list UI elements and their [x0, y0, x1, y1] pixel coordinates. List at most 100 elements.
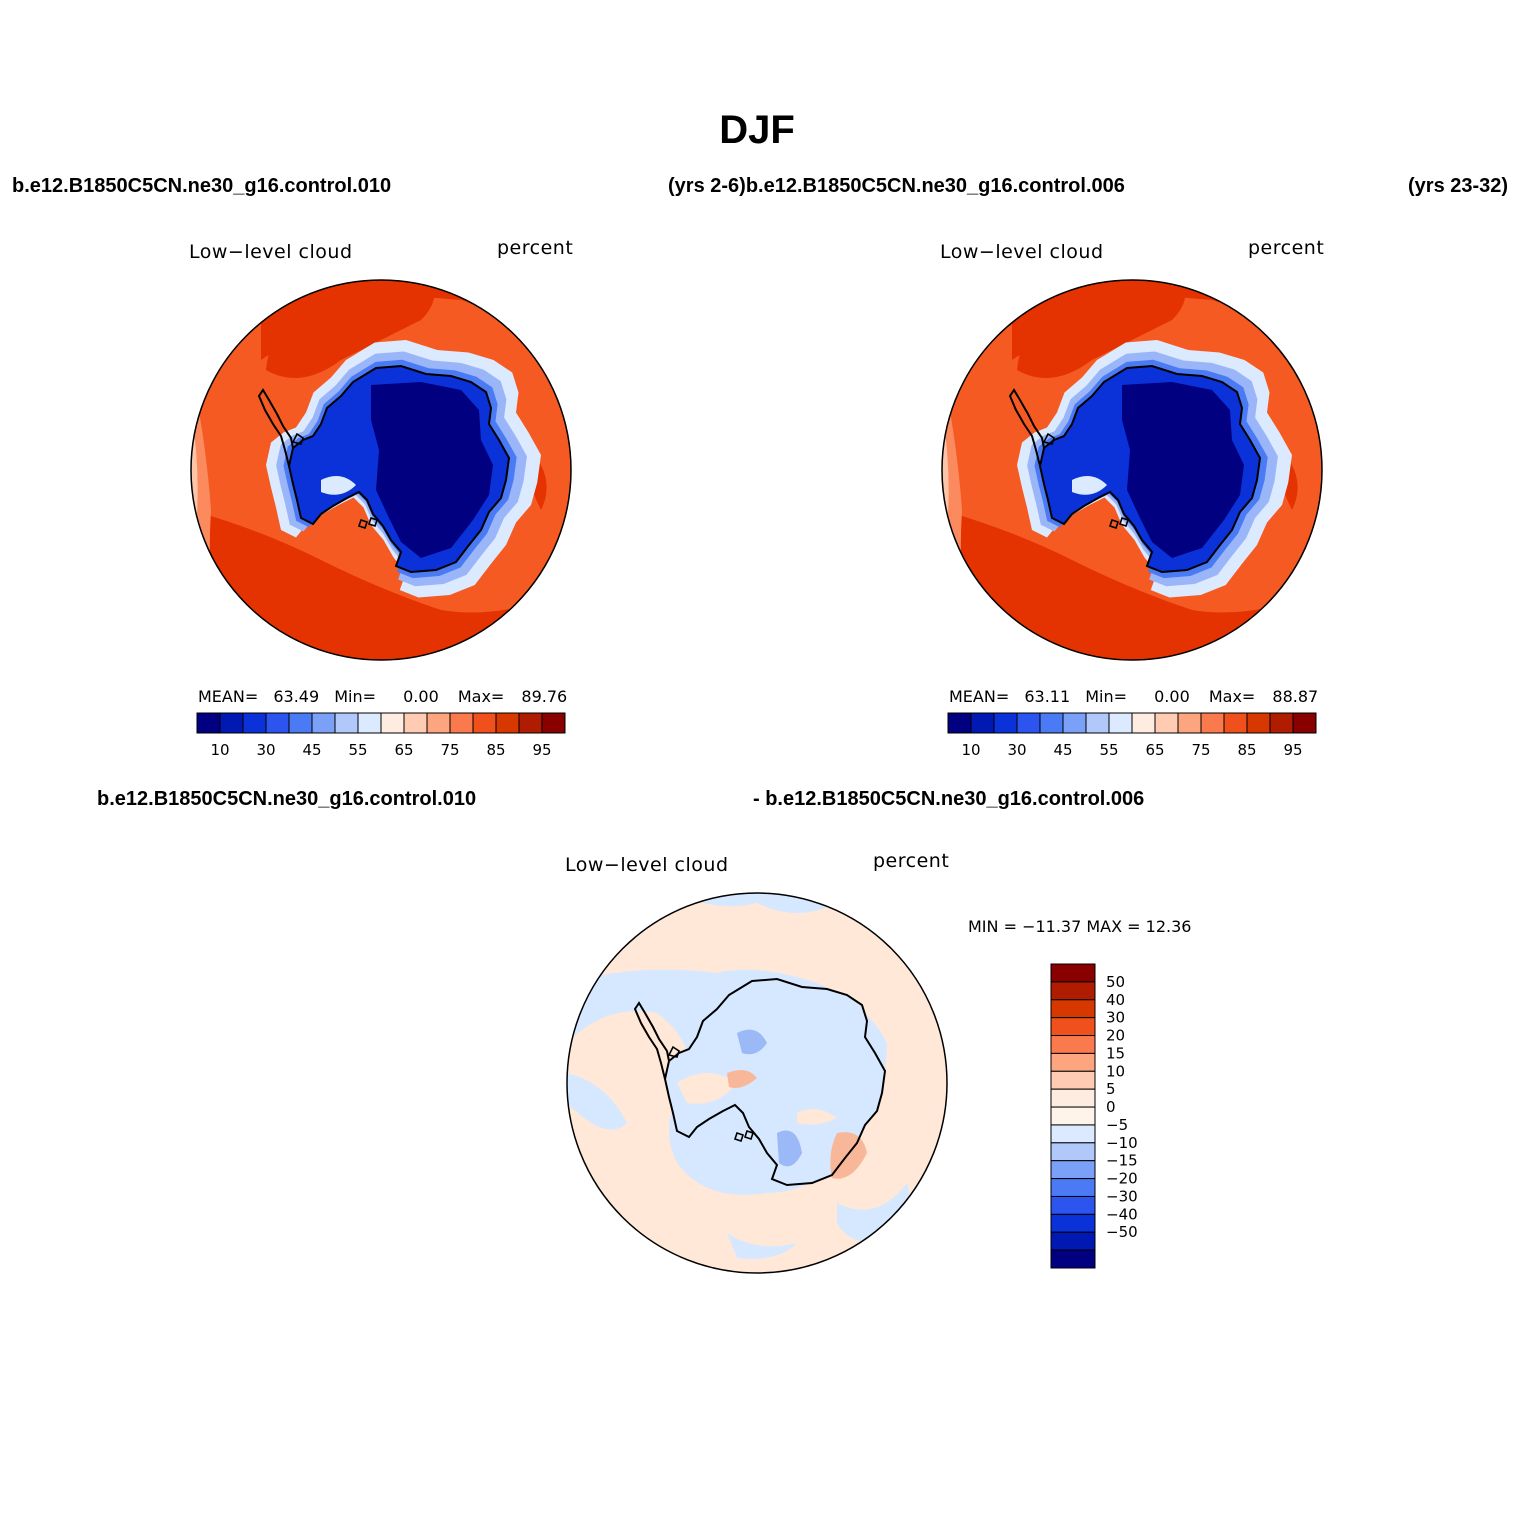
panel1-max-value: 89.76 [521, 687, 568, 706]
positive-strong-patch [727, 1069, 757, 1088]
colorbar-swatch [449, 712, 474, 734]
colorbar-swatch [1200, 712, 1225, 734]
colorbar-swatch [1085, 712, 1110, 734]
colorbar-swatch [311, 712, 336, 734]
colorbar-swatch [1131, 712, 1156, 734]
colorbar-swatch [495, 712, 520, 734]
colorbar-tick-label: −10 [1106, 1134, 1138, 1152]
diff-case-right: - b.e12.B1850C5CN.ne30_g16.control.006 [753, 788, 1145, 810]
colorbar-swatch [1050, 963, 1096, 983]
colorbar-tick-label: 10 [210, 741, 229, 759]
positive-patch-ross [677, 1073, 737, 1104]
high-cloud-region-northwest [1017, 280, 1186, 378]
colorbar-swatch [970, 712, 995, 734]
island-outline [357, 518, 369, 530]
coastline [1038, 364, 1262, 574]
case-name-top-left: b.e12.B1850C5CN.ne30_g16.control.010 [12, 175, 392, 197]
peninsula-coastline [633, 1001, 670, 1080]
colorbar-swatch [219, 712, 244, 734]
colorbar-swatch [1050, 1160, 1096, 1180]
colorbar-swatch [1050, 1052, 1096, 1072]
panel2-min-value: 0.00 [1154, 687, 1190, 706]
colorbar-swatch [1177, 712, 1202, 734]
island-outline [367, 516, 379, 528]
colorbar-swatch [472, 712, 497, 734]
panel1-units-label: percent [497, 237, 574, 259]
colorbar-tick-label: −15 [1106, 1152, 1138, 1170]
positive-patch-east [797, 1109, 837, 1125]
colorbar-tick-label: 55 [348, 741, 367, 759]
colorbar-swatch [1292, 712, 1317, 734]
colorbar-swatch [196, 712, 221, 734]
lowest-cloud-region [1122, 382, 1244, 558]
colorbar-tick-label: 85 [486, 741, 505, 759]
colorbar-tick-label: 30 [1007, 741, 1026, 759]
negative-difference-region-south [727, 1233, 797, 1259]
colorbar-swatch [1050, 1070, 1096, 1090]
colorbar-tick-label: 45 [302, 741, 321, 759]
panel1-mean-label: MEAN= [198, 687, 259, 706]
lowest-cloud-region [371, 382, 493, 558]
colorbar-swatch [265, 712, 290, 734]
island-outline [291, 432, 304, 445]
colorbar-tick-label: 45 [1053, 741, 1072, 759]
colorbar-swatch [1269, 712, 1294, 734]
colorbar-swatch [1050, 999, 1096, 1019]
panel1-variable-label: Low−level cloud [189, 241, 353, 263]
panel3-map-border [566, 892, 948, 1274]
colorbar-swatch [1050, 1231, 1096, 1251]
panel2-map-border [941, 279, 1323, 661]
island-outline [733, 1131, 745, 1143]
case-name-top-right: (yrs 23-32) [1408, 175, 1509, 197]
colorbar-swatch [1016, 712, 1041, 734]
positive-strong-patch-east [830, 1132, 867, 1179]
ice-shelf-pale-patch [321, 476, 356, 495]
panel1-max-label: Max= [457, 687, 505, 706]
colorbar-swatch [541, 712, 566, 734]
panel2-max-label: Max= [1208, 687, 1256, 706]
colorbar-swatch [1050, 1017, 1096, 1037]
island-outline [1042, 432, 1055, 445]
colorbar-tick-label: 85 [1237, 741, 1256, 759]
colorbar-tick-label: 65 [394, 741, 413, 759]
panel1-polar-map [191, 280, 571, 660]
colorbar-tick-label: 10 [961, 741, 980, 759]
colorbar-swatch [947, 712, 972, 734]
colorbar-tick-label: 5 [1106, 1080, 1116, 1098]
island-outline [743, 1129, 755, 1141]
colorbar-swatch [1154, 712, 1179, 734]
panel2-max-value: 88.87 [1272, 687, 1319, 706]
panel2-variable-label: Low−level cloud [940, 241, 1104, 263]
colorbar-tick-label: 65 [1145, 741, 1164, 759]
colorbar-swatch [1050, 1106, 1096, 1126]
case-name-top-middle: (yrs 2-6)b.e12.B1850C5CN.ne30_g16.contro… [668, 175, 1125, 197]
panel1-mean-value: 63.49 [273, 687, 320, 706]
colorbar-swatch [1108, 712, 1133, 734]
colorbar-swatch [1050, 1142, 1096, 1162]
colorbar-swatch [1062, 712, 1087, 734]
panel2-stats: MEAN= 63.11 Min= 0.00 Max= 88.87 [949, 687, 1318, 706]
colorbar-tick-label: −5 [1106, 1116, 1128, 1134]
colorbar-swatch [334, 712, 359, 734]
diff-case-left: b.e12.B1850C5CN.ne30_g16.control.010 [97, 788, 477, 810]
island-outline [1108, 518, 1120, 530]
panel1-min-value: 0.00 [403, 687, 439, 706]
colorbar-swatch [380, 712, 405, 734]
colorbar-tick-label: 30 [1106, 1009, 1125, 1027]
colorbar-tick-label: −50 [1106, 1223, 1138, 1241]
colorbar-tick-label: 30 [256, 741, 275, 759]
panel2-units-label: percent [1248, 237, 1325, 259]
colorbar-tick-label: 75 [440, 741, 459, 759]
colorbar-swatch [1246, 712, 1271, 734]
panel3-units-label: percent [873, 850, 950, 872]
colorbar-swatch [1050, 1213, 1096, 1233]
panel1-map-border [190, 279, 572, 661]
colorbar-tick-label: −40 [1106, 1205, 1138, 1223]
diff-layers [567, 893, 947, 1273]
coastline [287, 364, 511, 574]
peninsula-coastline [257, 388, 294, 467]
colorbar-tick-label: 40 [1106, 991, 1125, 1009]
colorbar-tick-label: −20 [1106, 1170, 1138, 1188]
